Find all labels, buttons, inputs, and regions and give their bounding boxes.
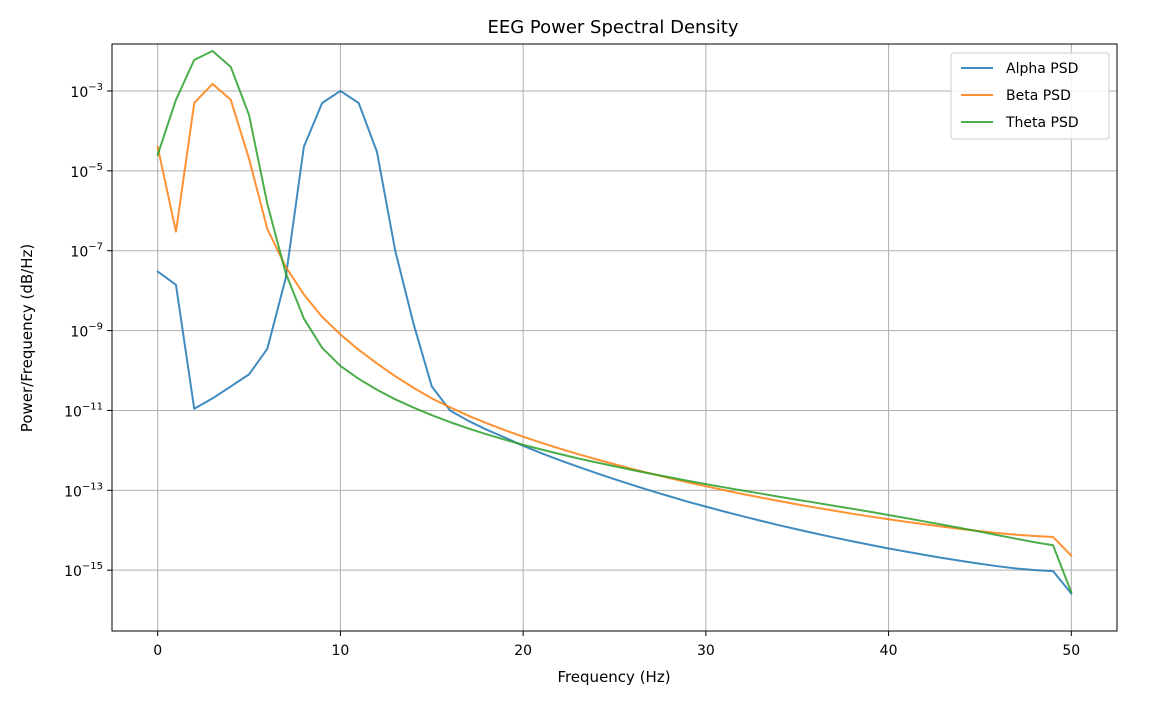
series-line-beta-psd	[156, 82, 1073, 557]
series-line-theta-psd	[156, 50, 1073, 594]
legend-label: Theta PSD	[1005, 115, 1079, 131]
y-tick-label: 10−11	[64, 401, 103, 420]
y-tick-label: 10−9	[70, 322, 103, 341]
legend-label: Beta PSD	[1006, 88, 1071, 104]
y-tick-label: 10−15	[64, 561, 103, 580]
x-tick-label: 40	[880, 643, 898, 659]
chart-title: EEG Power Spectral Density	[487, 17, 738, 38]
legend-label: Alpha PSD	[1006, 61, 1078, 77]
x-tick-label: 0	[153, 643, 162, 659]
x-axis: 0 10 20 30 40 50	[153, 631, 1080, 659]
series-line-alpha-psd	[156, 89, 1073, 595]
x-tick-label: 50	[1062, 643, 1080, 659]
plot-frame	[111, 43, 1118, 632]
legend-box	[950, 52, 1110, 140]
y-tick-label: 10−13	[64, 481, 103, 500]
x-tick-label: 10	[331, 643, 349, 659]
y-tick-label: 10−3	[70, 82, 103, 101]
y-axis-label: Power/Frequency (dB/Hz)	[18, 244, 36, 432]
x-axis-label: Frequency (Hz)	[557, 668, 670, 686]
legend: Alpha PSD Beta PSD Theta PSD	[950, 52, 1110, 140]
x-tick-label: 20	[514, 643, 532, 659]
y-axis: 10−15 10−13 10−11 10−9 10−7 10−5 10−3	[64, 82, 112, 580]
y-tick-label: 10−5	[70, 162, 103, 181]
series-layer	[156, 50, 1073, 595]
y-tick-label: 10−7	[70, 242, 103, 261]
x-tick-label: 30	[697, 643, 715, 659]
